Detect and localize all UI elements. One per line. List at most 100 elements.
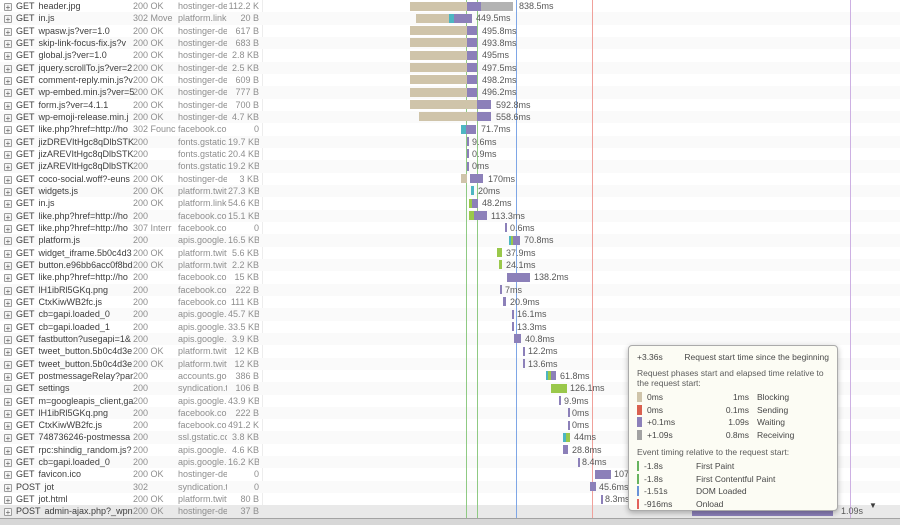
request-row[interactable]: + GET like.php?href=http://ho 200 facebook… xyxy=(0,209,900,222)
expander-icon[interactable]: + xyxy=(4,163,12,173)
expander-icon[interactable]: + xyxy=(4,471,12,481)
request-row[interactable]: + GET comment-reply.min.js?v 200 OK hostin… xyxy=(0,74,900,86)
expander-icon[interactable]: + xyxy=(4,3,12,12)
request-name-cell: + GET wp-emoji-release.min.j xyxy=(0,111,135,123)
expander-icon[interactable]: + xyxy=(4,298,12,308)
request-row[interactable]: + GET like.php?href=http://ho 307 Interr f… xyxy=(0,222,900,234)
expander-icon[interactable]: + xyxy=(4,150,12,160)
timing-segment-waiting xyxy=(590,482,596,492)
expander-icon[interactable]: + xyxy=(4,200,12,210)
request-row[interactable]: + GET m=googleapis_client,ga 200 apis.goog… xyxy=(0,395,900,407)
request-row[interactable]: + GET button.e96bb6acc0f8bd 200 OK platfor… xyxy=(0,258,900,272)
request-row[interactable]: + GET wp-emoji-release.min.j 200 OK hostin… xyxy=(0,110,900,124)
method-label: GET xyxy=(16,358,35,369)
phase-elapsed: 1ms xyxy=(732,392,749,403)
expander-icon[interactable]: + xyxy=(4,508,12,518)
expander-icon[interactable]: + xyxy=(4,249,12,259)
request-row[interactable]: + GET jizDREVItHgc8qDlbSTK 200 fonts.gstat… xyxy=(0,135,900,148)
expander-icon[interactable]: + xyxy=(4,422,12,432)
expander-icon[interactable]: + xyxy=(4,348,12,358)
request-row[interactable]: + GET postmessageRelay?par 200 accounts.go… xyxy=(0,370,900,382)
request-row[interactable]: + GET rpc:shindig_random.js? 200 apis.goog… xyxy=(0,444,900,456)
domain-cell: syndication.twi xyxy=(178,481,227,492)
request-row[interactable]: + GET jquery.scrollTo.js?ver=2 200 OK host… xyxy=(0,61,900,74)
expander-icon[interactable]: + xyxy=(4,483,12,493)
expander-icon[interactable]: + xyxy=(4,237,12,247)
expander-icon[interactable]: + xyxy=(4,101,12,111)
expander-icon[interactable]: + xyxy=(4,360,12,370)
expander-icon[interactable]: + xyxy=(4,496,12,506)
status-cell: 302 Move xyxy=(133,13,173,24)
domain-cell: platform.linked xyxy=(178,198,227,209)
request-row[interactable]: + GET jizAREVItHgc8qDlbSTK 200 fonts.gstat… xyxy=(0,148,900,160)
expander-icon[interactable]: + xyxy=(4,274,12,284)
expander-icon[interactable]: + xyxy=(4,397,12,407)
request-row[interactable]: + GET coco-social.woff?-euns 200 OK hostin… xyxy=(0,173,900,185)
expander-icon[interactable]: + xyxy=(4,39,12,49)
expander-icon[interactable]: + xyxy=(4,311,12,321)
file-label: jot.html xyxy=(38,494,68,505)
expander-icon[interactable]: + xyxy=(4,113,12,123)
expander-icon[interactable]: + xyxy=(4,76,12,86)
method-label: GET xyxy=(16,296,35,307)
expander-icon[interactable]: + xyxy=(4,372,12,382)
request-row[interactable]: + GET jizAREVItHgc8qDlbSTK 200 fonts.gstat… xyxy=(0,160,900,173)
status-cell: 200 xyxy=(133,432,149,443)
bottom-scrollbar-track[interactable] xyxy=(0,518,900,525)
timing-label: 126.1ms xyxy=(570,383,605,394)
request-row[interactable]: + GET form.js?ver=4.1.1 200 OK hostinger-d… xyxy=(0,99,900,111)
timing-segment-blocked xyxy=(416,13,449,23)
expander-icon[interactable]: + xyxy=(4,286,12,296)
request-row[interactable]: + GET tweet_button.5b0c4d3e 200 OK platfor… xyxy=(0,345,900,357)
expander-icon[interactable]: + xyxy=(4,89,12,99)
request-row[interactable]: + GET wpasw.js?ver=1.0 200 OK hostinger-de… xyxy=(0,25,900,37)
expander-icon[interactable]: + xyxy=(4,52,12,62)
event-time: -916ms xyxy=(644,498,673,509)
request-name-cell: + GET jizAREVItHgc8qDlbSTK xyxy=(0,148,135,160)
scrollbar-down-arrow-icon[interactable]: ▼ xyxy=(869,501,877,510)
expander-icon[interactable]: + xyxy=(4,224,12,234)
expander-icon[interactable]: + xyxy=(4,212,12,222)
request-row[interactable]: + GET wp-embed.min.js?ver=5 200 OK hosting… xyxy=(0,86,900,99)
expander-icon[interactable]: + xyxy=(4,261,12,271)
request-row[interactable]: + GET global.js?ver=1.0 200 OK hostinger-d… xyxy=(0,49,900,61)
request-row[interactable]: + GET like.php?href=http://ho 200 facebook… xyxy=(0,271,900,283)
domain-cell: facebook.com xyxy=(178,420,227,431)
expander-icon[interactable]: + xyxy=(4,64,12,74)
event-name: First Paint xyxy=(696,461,735,472)
expander-icon[interactable]: + xyxy=(4,446,12,456)
expander-icon[interactable]: + xyxy=(4,15,12,25)
size-cell: 43.9 KB xyxy=(228,395,259,406)
expander-icon[interactable]: + xyxy=(4,459,12,469)
expander-icon[interactable]: + xyxy=(4,27,12,37)
expander-icon[interactable]: + xyxy=(4,138,12,148)
expander-icon[interactable]: + xyxy=(4,409,12,419)
request-row[interactable]: + GET like.php?href=http://ho 302 Founc fa… xyxy=(0,123,900,135)
expander-icon[interactable]: + xyxy=(4,335,12,345)
expander-icon[interactable]: + xyxy=(4,187,12,197)
expander-icon[interactable]: + xyxy=(4,175,12,185)
timing-label: 40.8ms xyxy=(525,333,555,344)
expander-icon[interactable]: + xyxy=(4,323,12,333)
expander-icon[interactable]: + xyxy=(4,434,12,444)
method-label: GET xyxy=(16,395,35,406)
expander-icon[interactable]: + xyxy=(4,126,12,136)
request-row[interactable]: + GET widget_iframe.5b0c4d3 200 OK platfor… xyxy=(0,247,900,259)
phase-row-blocking: 0ms 1ms Blocking xyxy=(637,391,829,404)
request-row[interactable]: + GET skip-link-focus-fix.js?v 200 OK host… xyxy=(0,36,900,50)
expander-icon[interactable]: + xyxy=(4,385,12,395)
status-cell: 200 OK xyxy=(133,50,164,61)
request-row[interactable]: + GET fastbutton?usegapi=1& 200 apis.googl… xyxy=(0,332,900,346)
